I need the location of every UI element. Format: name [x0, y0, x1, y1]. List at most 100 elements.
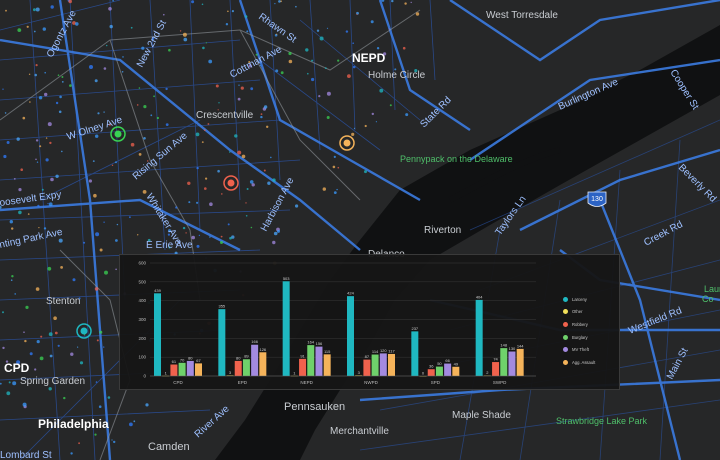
data-label: 66 — [445, 358, 450, 363]
incident-point — [70, 452, 73, 455]
incident-point — [352, 65, 356, 69]
bar-larceny — [475, 299, 483, 376]
incident-point — [273, 231, 278, 236]
hotspot-marker[interactable] — [76, 323, 92, 339]
incident-point — [305, 48, 309, 52]
incident-point — [245, 202, 247, 204]
incident-point — [389, 104, 392, 107]
incident-point — [250, 87, 254, 91]
incident-point — [391, 0, 394, 3]
incident-point — [33, 30, 36, 33]
incident-point — [332, 165, 336, 169]
incident-point — [163, 13, 165, 16]
incident-point — [43, 227, 47, 230]
incident-point — [274, 3, 276, 5]
incident-point — [198, 234, 201, 237]
incident-point — [260, 115, 263, 119]
incident-point — [263, 169, 266, 172]
incident-point — [138, 153, 142, 156]
data-label: 0 — [422, 371, 425, 376]
incident-point — [6, 141, 10, 144]
incident-point — [115, 268, 117, 271]
incident-point — [38, 96, 43, 100]
hotspot-marker[interactable] — [339, 135, 355, 151]
incident-point — [295, 204, 299, 208]
incident-point — [23, 331, 25, 334]
bar-larceny — [218, 309, 226, 376]
incident-point — [356, 13, 358, 15]
incident-point — [270, 156, 272, 159]
bar-larceny — [411, 331, 419, 376]
incident-point — [121, 71, 124, 73]
incident-point — [35, 287, 40, 291]
incident-point — [142, 190, 147, 194]
incident-point — [371, 112, 374, 116]
incident-point — [307, 72, 309, 75]
data-label: 164 — [307, 340, 314, 345]
incident-point — [250, 226, 253, 229]
incident-point — [68, 0, 72, 4]
incident-point — [75, 22, 79, 26]
incident-point — [45, 137, 48, 139]
incident-point — [107, 396, 111, 399]
incident-point — [272, 178, 276, 182]
data-label: 89 — [244, 354, 249, 359]
bar-larceny — [154, 293, 161, 376]
bar-mv-theft — [444, 363, 452, 376]
x-tick-label: EPD — [238, 380, 248, 385]
incident-point — [183, 37, 188, 42]
incident-point — [326, 27, 329, 29]
x-tick-label: NWPD — [364, 380, 378, 385]
incident-point — [96, 339, 99, 342]
incident-point — [217, 109, 219, 111]
incident-point — [115, 239, 118, 242]
incident-point — [70, 352, 74, 356]
legend-item: Robbery — [563, 318, 619, 331]
incident-point — [79, 361, 84, 365]
hotspot-marker[interactable] — [223, 175, 239, 191]
incident-point — [129, 422, 133, 427]
bar-mv-theft — [379, 353, 387, 376]
incident-point — [195, 132, 200, 137]
incident-point — [231, 10, 234, 13]
incident-point — [318, 95, 321, 98]
us-130-shield: 130 — [587, 191, 607, 207]
incident-point — [364, 170, 367, 174]
incident-point — [288, 51, 292, 56]
incident-point — [196, 244, 200, 248]
incident-point — [97, 112, 100, 115]
incident-point — [130, 26, 133, 29]
data-label: 439 — [154, 288, 161, 293]
incident-point — [92, 160, 95, 163]
incident-point — [196, 166, 199, 170]
incident-point — [276, 33, 278, 35]
incident-point — [49, 354, 53, 358]
incident-point — [410, 1, 412, 4]
incident-point — [220, 235, 223, 238]
incident-point — [27, 213, 30, 215]
incident-point — [168, 246, 171, 249]
incident-point — [50, 177, 54, 182]
data-label: 87 — [365, 354, 370, 359]
crime-by-district-chart: 0 100 200 300 400 500 600 439 1 61 70 80 67 CPD 355 3 80… — [119, 254, 620, 390]
incident-point — [201, 141, 204, 144]
incident-point — [63, 396, 66, 400]
data-label: 91 — [300, 353, 305, 358]
hotspot-marker[interactable] — [110, 126, 126, 142]
incident-point — [275, 69, 279, 73]
incident-point — [220, 241, 223, 244]
bar-agg-assault — [388, 353, 395, 376]
data-label: 237 — [411, 326, 418, 331]
incident-point — [72, 278, 76, 282]
incident-point — [218, 102, 220, 104]
incident-point — [113, 440, 116, 444]
incident-point — [57, 344, 60, 347]
incident-point — [288, 59, 293, 64]
incident-point — [227, 223, 230, 226]
incident-point — [16, 360, 21, 365]
bar-agg-assault — [195, 363, 202, 376]
incident-point — [98, 405, 102, 409]
incident-point — [322, 187, 326, 191]
incident-point — [13, 178, 16, 180]
